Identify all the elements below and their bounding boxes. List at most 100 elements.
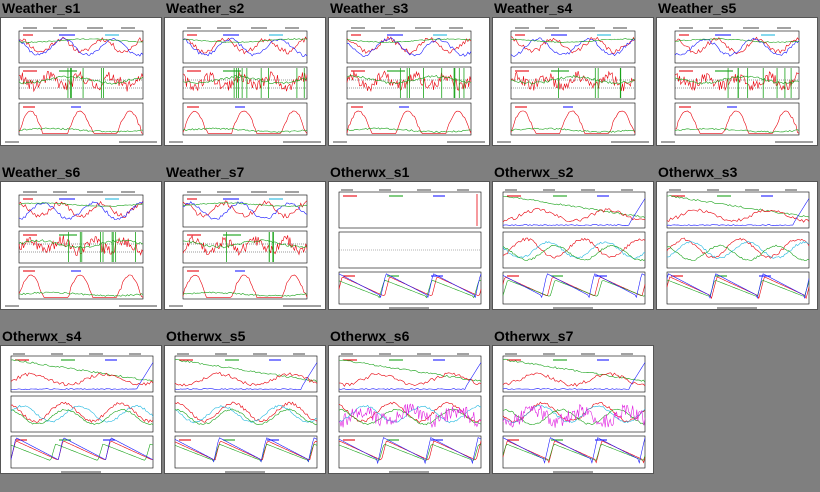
series-line [674, 127, 800, 133]
plot-canvas [666, 189, 810, 309]
series-line [18, 37, 144, 57]
thumbnail-image[interactable] [328, 17, 490, 146]
series-line [502, 237, 646, 259]
series-line [338, 403, 482, 428]
series-line [338, 362, 482, 390]
series-line [18, 36, 144, 53]
series-line [510, 38, 636, 43]
series-line [666, 237, 810, 259]
series-line [10, 408, 154, 425]
series-line [182, 201, 308, 220]
thumbnail-title[interactable]: Weather_s4 [494, 0, 573, 16]
series-line [346, 74, 472, 85]
series-line [502, 358, 646, 383]
thumbnail-image[interactable] [0, 181, 162, 310]
thumbnail-title[interactable]: Weather_s1 [2, 0, 81, 16]
series-line [502, 198, 646, 226]
plot-canvas [10, 353, 154, 473]
series-line [674, 75, 800, 85]
series-line [10, 359, 154, 382]
thumbnail-image[interactable] [0, 345, 162, 474]
thumbnail-image[interactable] [656, 181, 818, 310]
series-line [674, 71, 800, 92]
plot-canvas [333, 27, 485, 143]
series-line [182, 75, 308, 85]
series-line [174, 401, 318, 423]
series-line [18, 200, 144, 219]
plot-canvas [5, 191, 157, 307]
plot-canvas [338, 353, 482, 473]
thumbnail-title[interactable]: Otherwx_s1 [330, 164, 410, 180]
series-line [510, 74, 636, 85]
middle-panel [18, 66, 144, 100]
series-line [667, 194, 810, 218]
thumbnail-image[interactable] [164, 17, 326, 146]
thumbnail-title[interactable]: Otherwx_s5 [166, 328, 246, 344]
series-line [18, 291, 144, 297]
plot-canvas [502, 353, 646, 473]
thumbnail-title[interactable]: Otherwx_s3 [658, 164, 738, 180]
thumbnail-title[interactable]: Weather_s5 [658, 0, 737, 16]
plot-canvas [502, 189, 646, 309]
middle-panel [502, 395, 646, 433]
series-line [502, 245, 646, 262]
bottom-panel [510, 102, 636, 136]
bottom-panel [174, 435, 318, 469]
series-line [674, 38, 800, 43]
thumbnail-image[interactable] [492, 181, 654, 310]
series-line [18, 127, 144, 133]
thumbnail-image[interactable] [0, 17, 162, 146]
thumbnail-title[interactable]: Otherwx_s2 [494, 164, 574, 180]
series-line [347, 38, 472, 43]
series-line [182, 274, 308, 298]
plot-canvas [174, 353, 318, 473]
series-line [502, 437, 646, 464]
thumbnail-image[interactable] [328, 181, 490, 310]
series-line [174, 358, 318, 383]
series-line [182, 71, 308, 92]
plot-canvas [661, 27, 813, 143]
series-line [502, 404, 646, 428]
series-line [510, 37, 636, 57]
series-line [338, 437, 482, 465]
bottom-panel [18, 102, 144, 136]
series-line [19, 70, 144, 93]
thumbnail-title[interactable]: Otherwx_s7 [494, 328, 574, 344]
series-line [174, 443, 318, 463]
series-line [502, 404, 646, 424]
thumbnail-title[interactable]: Otherwx_s4 [2, 328, 82, 344]
thumbnail-image[interactable] [164, 181, 326, 310]
series-line [182, 38, 308, 43]
thumbnail-image[interactable] [328, 345, 490, 474]
series-line [666, 244, 809, 261]
thumbnail-title[interactable]: Weather_s2 [166, 0, 245, 16]
series-line [502, 207, 646, 223]
bottom-panel [182, 102, 308, 136]
bottom-panel [182, 266, 308, 300]
series-line [502, 280, 646, 297]
series-line [674, 110, 800, 134]
series-line [674, 37, 800, 57]
thumbnail-image[interactable] [492, 17, 654, 146]
bottom-panel [338, 271, 482, 305]
top-panel [174, 355, 318, 393]
top-panel [346, 30, 472, 64]
bottom-panel [10, 435, 154, 469]
series-line [667, 240, 810, 260]
thumbnail-title[interactable]: Weather_s7 [166, 164, 245, 180]
series-line [174, 440, 318, 461]
series-line [10, 401, 154, 424]
bottom-panel [18, 266, 144, 300]
thumbnail-image[interactable] [656, 17, 818, 146]
thumbnail-image[interactable] [164, 345, 326, 474]
top-panel [18, 194, 144, 228]
thumbnail-title[interactable]: Otherwx_s6 [330, 328, 410, 344]
series-line [346, 127, 472, 133]
series-line [18, 235, 144, 256]
top-panel [182, 30, 308, 64]
series-line [182, 36, 308, 55]
thumbnail-image[interactable] [492, 345, 654, 474]
thumbnail-title[interactable]: Weather_s3 [330, 0, 409, 16]
thumbnail-title[interactable]: Weather_s6 [2, 164, 81, 180]
top-panel [338, 191, 482, 229]
